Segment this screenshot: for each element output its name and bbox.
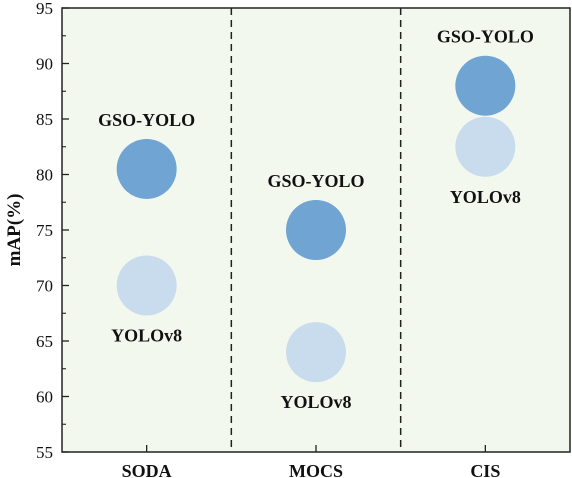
data-point-label: YOLOv8 bbox=[450, 187, 521, 207]
data-point-label: GSO-YOLO bbox=[437, 27, 534, 47]
plot-frame bbox=[61, 7, 571, 453]
data-point-label: GSO-YOLO bbox=[98, 110, 195, 130]
data-point bbox=[455, 55, 516, 116]
y-axis-title: mAP(%) bbox=[4, 194, 25, 267]
data-point-label: GSO-YOLO bbox=[267, 171, 364, 191]
y-tick-label: 70 bbox=[36, 277, 53, 296]
data-point bbox=[116, 138, 177, 199]
y-tick-label: 55 bbox=[36, 443, 53, 462]
x-tick-label: SODA bbox=[122, 461, 172, 478]
y-tick-label: 75 bbox=[36, 221, 53, 240]
data-point bbox=[286, 322, 346, 383]
y-tick-label: 95 bbox=[36, 0, 53, 18]
data-point bbox=[286, 200, 346, 260]
y-tick-label: 80 bbox=[36, 166, 53, 185]
data-point bbox=[116, 255, 177, 316]
y-tick-label: 65 bbox=[36, 332, 53, 351]
data-point-label: YOLOv8 bbox=[111, 326, 182, 346]
data-point-label: YOLOv8 bbox=[280, 392, 351, 412]
data-point bbox=[455, 116, 516, 177]
y-tick-label: 60 bbox=[36, 388, 53, 407]
x-tick-label: MOCS bbox=[289, 461, 343, 478]
x-tick-label: CIS bbox=[470, 461, 500, 478]
y-tick-label: 85 bbox=[36, 110, 53, 129]
y-tick-label: 90 bbox=[36, 55, 53, 74]
